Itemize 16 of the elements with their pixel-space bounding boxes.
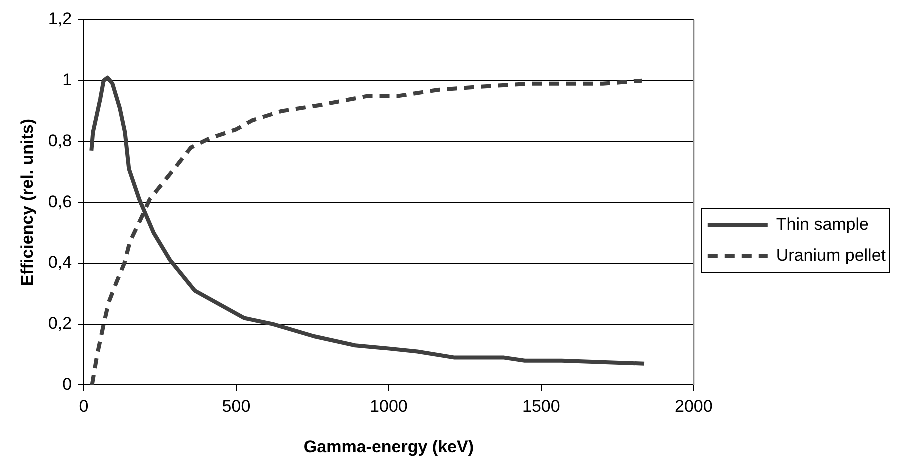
x-tick-label: 1000	[370, 397, 408, 416]
y-tick-label: 0,8	[48, 131, 72, 150]
y-tick-label: 0,6	[48, 192, 72, 212]
y-tick-label: 1	[62, 70, 72, 90]
y-tick-label: 0,4	[48, 253, 72, 272]
y-tick-label: 0,2	[48, 314, 72, 334]
y-axis-title: Efficiency (rel. units)	[18, 119, 37, 286]
x-tick-label: 500	[222, 397, 251, 416]
x-tick-label: 2000	[674, 397, 713, 416]
x-axis-title: Gamma-energy (keV)	[304, 437, 474, 456]
x-tick-label: 1500	[522, 397, 560, 416]
legend-label: Uranium pellet	[776, 246, 886, 266]
x-tick-label: 0	[79, 397, 89, 416]
y-tick-label: 1,2	[48, 10, 72, 29]
legend-label: Thin sample	[776, 215, 870, 234]
y-tick-label: 0	[62, 374, 72, 394]
